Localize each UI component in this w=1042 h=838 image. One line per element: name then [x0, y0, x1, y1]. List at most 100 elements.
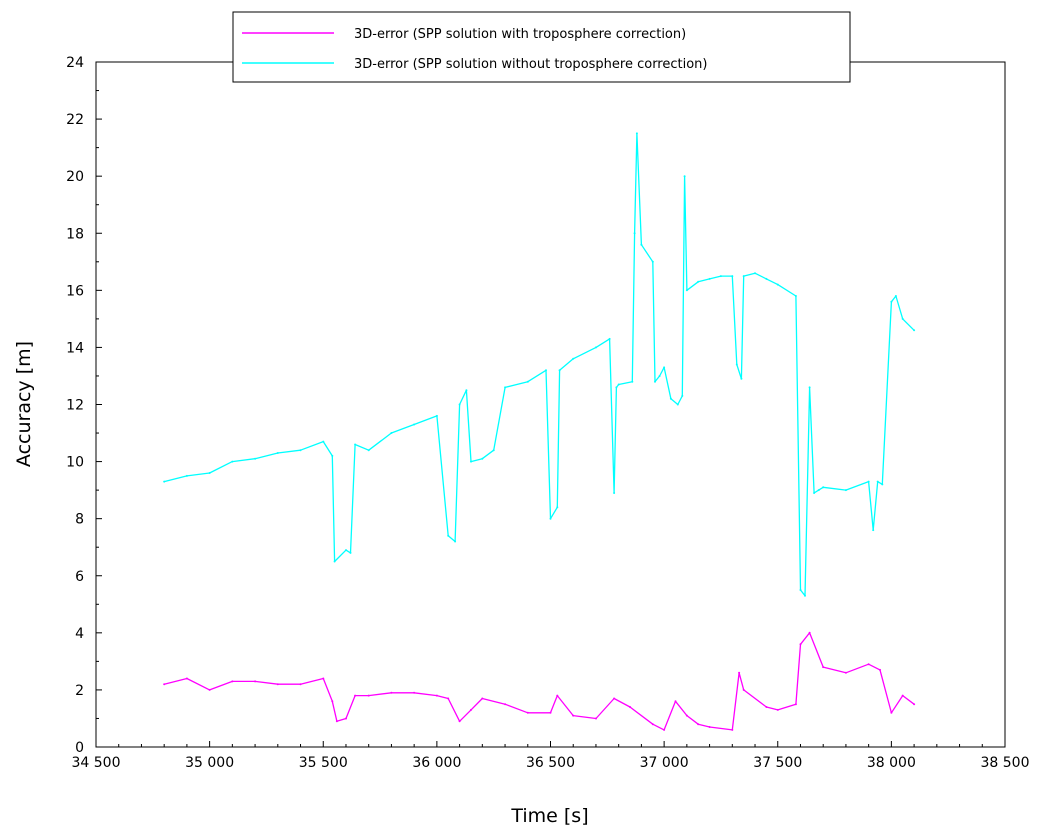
series-1-point	[794, 703, 797, 706]
y-tick-label: 0	[75, 740, 84, 756]
series-1-point	[879, 668, 881, 671]
x-tick-label: 38 500	[981, 755, 1030, 771]
series-1-point	[890, 711, 893, 714]
series-1-point	[697, 723, 700, 726]
series-2-point	[754, 272, 756, 275]
y-tick-label: 22	[66, 112, 84, 128]
x-axis-title: Time [s]	[510, 805, 588, 827]
series-1-point	[613, 697, 616, 700]
series-2-point	[345, 549, 347, 552]
series-2-point	[595, 346, 597, 349]
series-2-point	[669, 397, 672, 400]
series-1-point	[526, 711, 529, 714]
y-tick-label: 2	[75, 683, 84, 699]
series-1-point	[629, 706, 631, 708]
x-tick-label: 34 500	[72, 755, 121, 771]
series-1-point	[556, 694, 559, 697]
series-2-point	[504, 386, 507, 389]
series-2-point	[844, 489, 847, 492]
series-2-point	[435, 414, 438, 417]
series-1-point	[808, 631, 811, 634]
series-2-point	[390, 432, 393, 434]
series-2-point	[881, 483, 884, 486]
series-2-point	[633, 232, 636, 235]
plot-area	[95, 61, 1006, 748]
series-1-point	[731, 728, 734, 731]
y-tick-label: 12	[66, 398, 84, 414]
series-2-point	[613, 492, 616, 494]
series-1-point	[765, 706, 768, 708]
y-tick-label: 4	[75, 626, 84, 642]
series-1-point	[595, 717, 597, 720]
series-2-point	[901, 317, 904, 320]
series-1-point	[331, 700, 334, 703]
series-1-point	[231, 680, 234, 683]
x-tick-label: 37 500	[753, 755, 802, 771]
series-1-point	[822, 666, 825, 669]
series-2-point	[658, 375, 661, 377]
series-2-point	[765, 277, 768, 280]
series-2-point	[447, 534, 450, 537]
series-1-point	[447, 697, 450, 700]
series-1-point	[367, 694, 370, 697]
series-2-point	[413, 423, 416, 426]
series-2-point	[697, 280, 700, 283]
legend-box	[232, 11, 851, 83]
y-tick-label: 14	[66, 340, 84, 356]
series-2-point	[867, 480, 870, 483]
series-2-point	[731, 275, 734, 278]
y-axis-title: Accuracy [m]	[13, 341, 35, 467]
series-2-point	[617, 383, 620, 386]
legend: 3D-error (SPP solution with troposphere …	[232, 11, 851, 83]
series-2-point	[208, 472, 211, 474]
series-2-point	[683, 175, 686, 178]
x-tick-label: 36 500	[526, 755, 575, 771]
series-2-point	[654, 380, 656, 383]
series-2-point	[804, 594, 806, 597]
series-2-point	[740, 377, 743, 380]
series-2-point	[890, 300, 893, 303]
legend-label-with-correction: 3D-error (SPP solution with troposphere …	[354, 27, 686, 42]
series-2-point	[470, 460, 472, 463]
series-2-point	[651, 260, 654, 263]
series-1-point	[481, 697, 484, 700]
series-2-point	[492, 449, 495, 452]
series-2-point	[681, 394, 684, 397]
series-1-point	[572, 714, 575, 717]
series-2-point	[163, 480, 166, 483]
series-2-point	[913, 329, 916, 332]
series-2-point	[549, 517, 552, 520]
series-1-point	[413, 691, 416, 694]
series-1-point	[776, 708, 779, 711]
y-tick-label: 24	[66, 55, 84, 71]
series-2-point	[635, 132, 638, 135]
series-2-point	[481, 457, 484, 460]
series-1-point	[708, 726, 711, 728]
series-2-point	[719, 275, 722, 278]
series-1-point	[867, 663, 870, 666]
x-tick-label: 38 000	[867, 755, 916, 771]
series-1-point	[504, 703, 507, 706]
y-tick-label: 6	[75, 569, 84, 585]
series-2-point	[465, 389, 468, 392]
series-1-point	[549, 711, 552, 714]
x-tick-label: 35 500	[299, 755, 348, 771]
series-1-point	[799, 643, 802, 646]
series-2-point	[894, 295, 897, 297]
series-2-point	[735, 363, 738, 366]
series-2-point	[556, 506, 559, 509]
series-1-point	[208, 688, 211, 691]
series-2-point	[615, 386, 618, 389]
series-1-point	[345, 717, 347, 720]
series-1-point	[470, 708, 472, 711]
y-tick-label: 18	[66, 226, 84, 242]
series-layer	[163, 132, 916, 731]
series-2-point	[276, 452, 279, 454]
series-2-point	[742, 275, 745, 278]
series-1-point	[738, 671, 741, 674]
series-2-point	[872, 529, 875, 532]
series-2-point	[322, 440, 325, 443]
y-tick-label: 8	[75, 512, 84, 528]
